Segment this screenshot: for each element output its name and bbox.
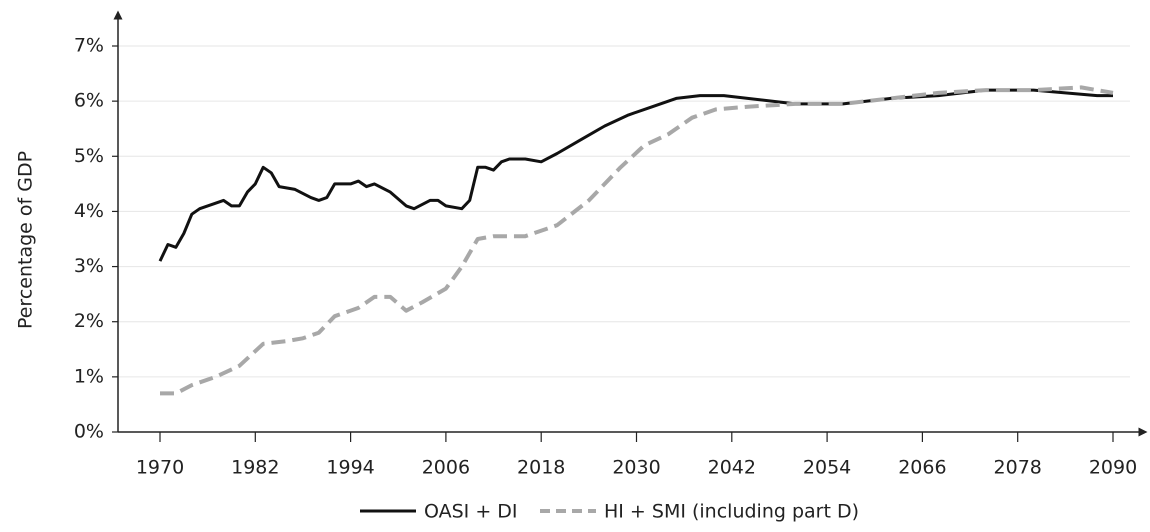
x-tick-label: 1982 [231,457,279,479]
series-line [160,85,1114,396]
y-tick-label: 2% [74,310,104,332]
series-line [158,88,1113,262]
x-tick-label: 2066 [898,457,946,479]
y-tick-label: 4% [74,200,104,222]
x-tick-label: 2090 [1089,457,1137,479]
y-tick-label: 0% [74,421,104,443]
y-tick-label: 1% [74,365,104,387]
grid [118,45,1130,378]
x-tick-label: 2030 [612,457,660,479]
x-tick-label: 1994 [326,457,374,479]
y-tick-label: 7% [74,35,104,57]
legend-label: HI + SMI (including part D) [604,501,859,523]
x-tick-label: 2042 [708,457,756,479]
y-axis-label: Percentage of GDP [15,151,37,329]
x-tick-label: 1970 [136,457,184,479]
y-tick-label: 3% [74,255,104,277]
y-tick-label: 6% [74,90,104,112]
x-tick-label: 2054 [803,457,851,479]
x-tick-label: 2018 [517,457,565,479]
x-tick-label: 2006 [422,457,470,479]
x-tick-label: 2078 [994,457,1042,479]
y-tick-label: 5% [74,145,104,167]
legend-label: OASI + DI [424,501,518,523]
